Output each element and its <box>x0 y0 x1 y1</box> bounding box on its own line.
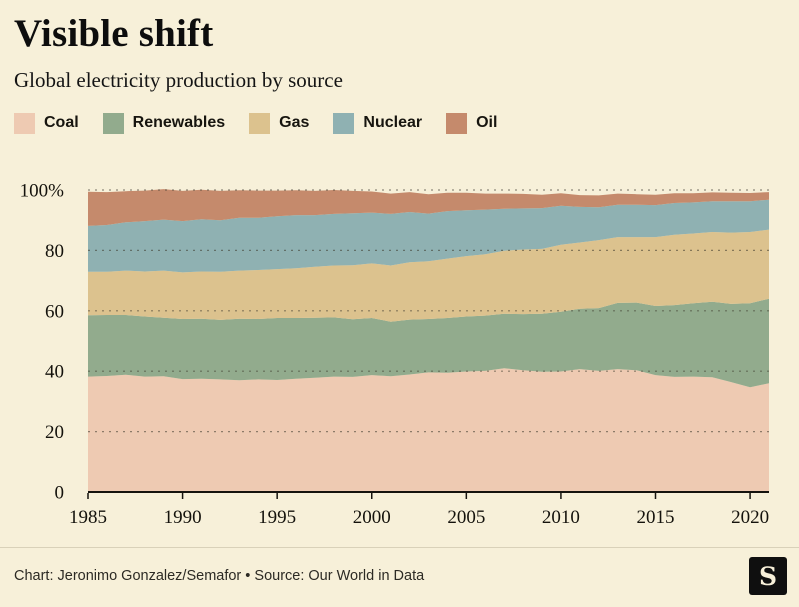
legend: Coal Renewables Gas Nuclear Oil <box>14 112 783 134</box>
x-tick-label-2020: 2020 <box>731 507 769 528</box>
legend-swatch-oil <box>446 112 468 134</box>
chart-area: 0 20 40 60 80 100% 1985 1990 1995 2000 2005 2010 201… <box>0 136 799 541</box>
legend-item-nuclear: Nuclear <box>333 112 423 134</box>
page-subtitle: Global electricity production by source <box>14 67 343 92</box>
x-tick-label-2010: 2010 <box>542 507 580 528</box>
x-tick-label-1990: 1990 <box>164 507 202 528</box>
x-tick-label-2005: 2005 <box>447 507 485 528</box>
y-tick-label-40: 40 <box>45 362 64 383</box>
area-nuclear <box>88 199 769 273</box>
stacked-area-chart: 0 20 40 60 80 100% 1985 1990 1995 2000 2005 2010 201… <box>20 180 769 528</box>
area-gas <box>88 229 769 322</box>
x-tick-label-2000: 2000 <box>353 507 391 528</box>
x-tick-label-2015: 2015 <box>637 507 675 528</box>
legend-item-coal: Coal <box>14 112 79 134</box>
area-coal <box>88 368 769 492</box>
legend-swatch-renewables <box>102 112 124 134</box>
legend-item-renewables: Renewables <box>102 112 226 134</box>
x-tick-label-1995: 1995 <box>258 507 296 528</box>
page-title: Visible shift <box>14 12 214 55</box>
legend-label: Coal <box>44 114 79 132</box>
semafor-logo: S <box>749 557 787 595</box>
footer: Chart: Jeronimo Gonzalez/Semafor • Sourc… <box>0 547 799 607</box>
y-tick-label-100: 100% <box>20 180 65 201</box>
area-oil <box>88 189 769 226</box>
legend-swatch-nuclear <box>333 112 355 134</box>
legend-label: Oil <box>476 114 498 132</box>
y-tick-label-0: 0 <box>55 482 65 503</box>
y-tick-label-20: 20 <box>45 422 64 443</box>
legend-label: Renewables <box>132 114 226 132</box>
legend-swatch-gas <box>249 112 271 134</box>
legend-label: Nuclear <box>363 114 423 132</box>
x-tick-label-1985: 1985 <box>69 507 107 528</box>
semafor-logo-letter: S <box>758 561 778 591</box>
legend-swatch-coal <box>14 112 35 134</box>
y-tick-label-60: 60 <box>45 301 64 322</box>
y-tick-label-80: 80 <box>45 241 64 262</box>
legend-item-oil: Oil <box>446 112 498 134</box>
footer-credit: Chart: Jeronimo Gonzalez/Semafor • Sourc… <box>14 568 425 584</box>
legend-label: Gas <box>279 114 310 132</box>
legend-item-gas: Gas <box>249 112 310 134</box>
area-renewables <box>88 298 769 388</box>
